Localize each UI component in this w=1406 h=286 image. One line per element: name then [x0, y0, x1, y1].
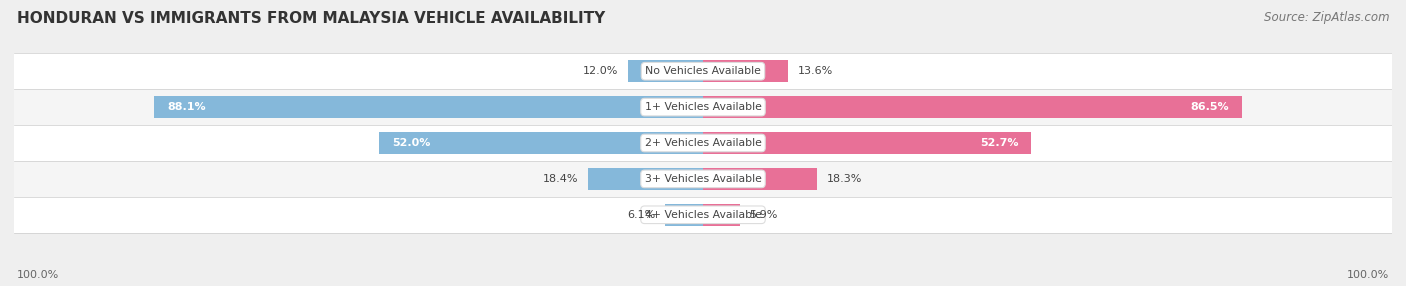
- Text: No Vehicles Available: No Vehicles Available: [645, 66, 761, 76]
- Text: 1+ Vehicles Available: 1+ Vehicles Available: [644, 102, 762, 112]
- Bar: [703, 168, 817, 190]
- Bar: [665, 204, 703, 226]
- Text: 88.1%: 88.1%: [167, 102, 205, 112]
- Bar: [14, 197, 1392, 233]
- Text: 6.1%: 6.1%: [627, 210, 655, 220]
- Text: Source: ZipAtlas.com: Source: ZipAtlas.com: [1264, 11, 1389, 24]
- Text: 52.7%: 52.7%: [980, 138, 1018, 148]
- Text: 2+ Vehicles Available: 2+ Vehicles Available: [644, 138, 762, 148]
- Bar: [14, 89, 1392, 125]
- Text: 5.9%: 5.9%: [749, 210, 778, 220]
- Bar: [628, 60, 703, 82]
- Text: HONDURAN VS IMMIGRANTS FROM MALAYSIA VEHICLE AVAILABILITY: HONDURAN VS IMMIGRANTS FROM MALAYSIA VEH…: [17, 11, 605, 26]
- Text: 86.5%: 86.5%: [1191, 102, 1229, 112]
- Bar: [703, 60, 787, 82]
- Text: 3+ Vehicles Available: 3+ Vehicles Available: [644, 174, 762, 184]
- Text: 52.0%: 52.0%: [392, 138, 430, 148]
- Text: 4+ Vehicles Available: 4+ Vehicles Available: [644, 210, 762, 220]
- Bar: [378, 132, 703, 154]
- Bar: [14, 53, 1392, 89]
- Text: 18.4%: 18.4%: [543, 174, 578, 184]
- Text: 100.0%: 100.0%: [1347, 270, 1389, 280]
- Text: 100.0%: 100.0%: [17, 270, 59, 280]
- Bar: [14, 161, 1392, 197]
- Text: 18.3%: 18.3%: [827, 174, 862, 184]
- Bar: [14, 125, 1392, 161]
- Bar: [588, 168, 703, 190]
- Bar: [703, 204, 740, 226]
- Text: 12.0%: 12.0%: [583, 66, 619, 76]
- Bar: [703, 132, 1032, 154]
- Text: 13.6%: 13.6%: [797, 66, 832, 76]
- Bar: [703, 96, 1241, 118]
- Bar: [153, 96, 703, 118]
